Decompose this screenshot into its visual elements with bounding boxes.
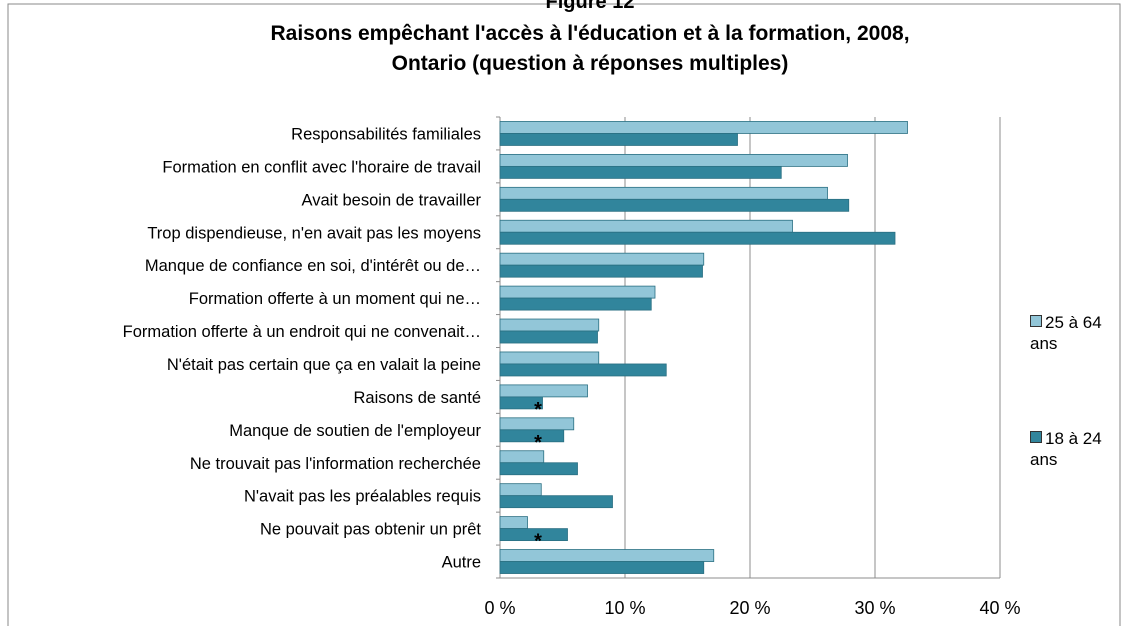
bar (499, 528, 568, 542)
bar (499, 285, 656, 299)
x-tick-label: 0 % (484, 598, 515, 618)
y-tick-label: Trop dispendieuse, n'en avait pas les mo… (147, 224, 481, 242)
bar-annotation: * (534, 399, 542, 421)
legend-item: 25 à 64 ans (1030, 312, 1120, 354)
bar (499, 186, 828, 200)
x-tick-label: 20 % (729, 598, 770, 618)
y-tick-label: Manque de soutien de l'employeur (229, 422, 481, 440)
legend-label: 18 à 24 ans (1030, 429, 1102, 469)
y-tick-label: Formation offerte à un moment qui ne… (189, 290, 481, 308)
bar (499, 429, 565, 443)
legend-label: 25 à 64 ans (1030, 313, 1102, 353)
legend-swatch (1030, 315, 1042, 327)
bar (499, 153, 848, 167)
legend-item: 18 à 24 ans (1030, 428, 1120, 470)
bar (499, 351, 600, 365)
y-tick-label: N'avait pas les préalables requis (244, 488, 481, 506)
bar (499, 231, 896, 245)
bar (499, 165, 782, 179)
y-tick-label: Autre (442, 554, 481, 572)
bar (499, 133, 738, 146)
bar (499, 198, 850, 212)
bar (499, 462, 578, 476)
bar (499, 561, 705, 574)
y-tick-label: Formation offerte à un endroit qui ne co… (123, 323, 481, 341)
chart-border (7, 3, 1121, 626)
y-tick-label: Responsabilités familiales (291, 125, 481, 143)
bar (499, 495, 613, 509)
bar (499, 330, 598, 344)
chart-title: Raisons empêchant l'accès à l'éducation … (270, 22, 909, 45)
y-tick-label: Manque de confiance en soi, d'intérêt ou… (145, 257, 481, 275)
bar (499, 121, 908, 134)
bar (499, 297, 652, 311)
bar (499, 417, 575, 431)
y-tick-label: Formation en conflit avec l'horaire de t… (162, 158, 481, 176)
bar (499, 396, 543, 410)
y-tick-label: Avait besoin de travailler (302, 191, 482, 209)
bar (499, 363, 667, 377)
bar (499, 318, 600, 332)
bar (499, 384, 588, 398)
bar (499, 549, 715, 562)
bar (499, 252, 705, 266)
y-tick-label: Ne pouvait pas obtenir un prêt (260, 521, 481, 539)
bar (499, 264, 703, 278)
bar (499, 483, 542, 497)
bar (499, 450, 545, 464)
legend-swatch (1030, 431, 1042, 443)
y-tick-label: N'était pas certain que ça en valait la … (167, 356, 481, 374)
x-tick-label: 40 % (979, 598, 1020, 618)
chart-title: Ontario (question à réponses multiples) (392, 52, 789, 75)
bar (499, 219, 793, 233)
x-tick-label: 30 % (854, 598, 895, 618)
y-tick-label: Ne trouvait pas l'information recherchée (190, 455, 481, 473)
bar-annotation: * (534, 432, 542, 454)
y-tick-label: Raisons de santé (354, 389, 482, 407)
bar-annotation: * (534, 531, 542, 553)
x-tick-label: 10 % (604, 598, 645, 618)
bar (499, 516, 528, 530)
figure-label: Figure 12 (546, 0, 635, 13)
